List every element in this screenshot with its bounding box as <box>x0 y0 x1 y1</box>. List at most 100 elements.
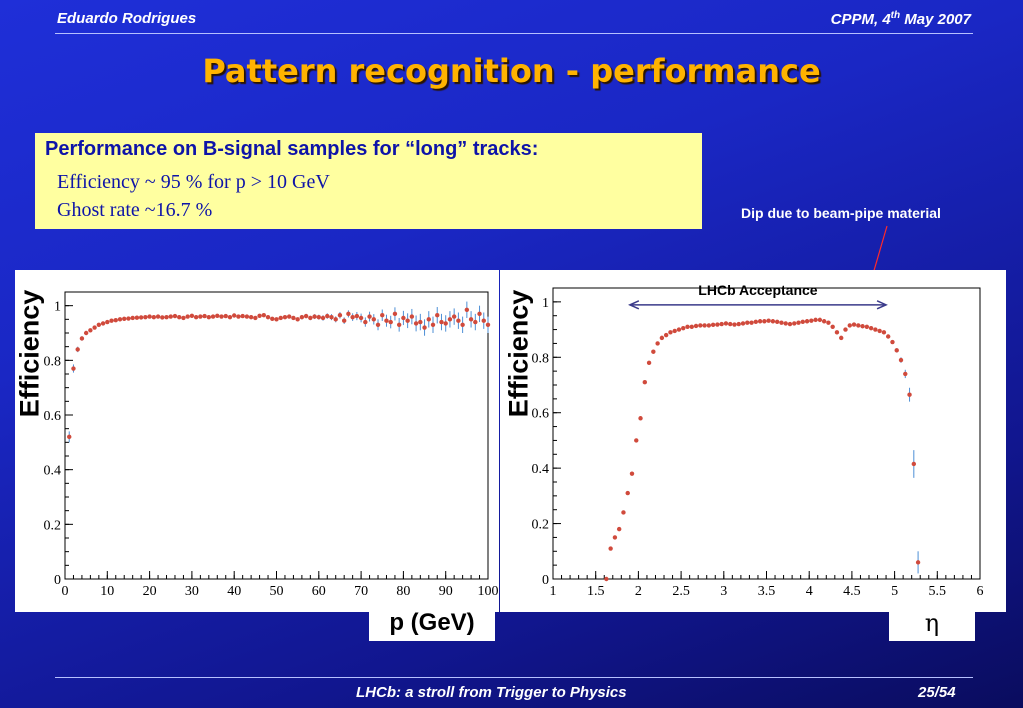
data-point <box>706 323 712 328</box>
data-point <box>227 314 233 320</box>
x-tick-label: 80 <box>396 584 410 599</box>
data-point <box>100 321 106 326</box>
data-point <box>477 311 482 317</box>
data-point <box>740 321 746 326</box>
data-point <box>719 321 724 327</box>
venue-superscript: th <box>890 10 901 21</box>
data-point <box>877 328 882 334</box>
data-point <box>261 313 267 318</box>
data-point <box>155 314 161 319</box>
data-point <box>371 317 376 322</box>
dip-annotation: Dip due to beam-pipe material <box>741 205 941 221</box>
data-point <box>668 330 673 335</box>
data-point <box>401 315 406 321</box>
momentum-chart-panel: 0 0.2 0.4 0.6 0.8 1 0 10 20 30 40 50 60 70 80 90 100 <box>15 270 499 612</box>
data-point <box>762 319 767 324</box>
data-point <box>396 322 402 327</box>
data-point <box>215 313 220 318</box>
data-point <box>109 318 114 323</box>
data-point <box>616 526 622 532</box>
data-point <box>143 314 148 320</box>
data-point <box>147 314 152 319</box>
data-point <box>71 366 76 371</box>
data-point <box>439 319 444 325</box>
data-point <box>422 325 427 330</box>
data-point <box>130 315 135 321</box>
venue-suffix: May 2007 <box>900 11 971 28</box>
data-point <box>430 322 436 327</box>
eta-chart-ylabel: Efficiency <box>503 289 534 418</box>
data-point <box>206 314 212 320</box>
data-point <box>126 316 131 321</box>
data-point <box>286 314 292 319</box>
data-point <box>702 323 707 328</box>
acceptance-label: LHCb Acceptance <box>698 282 818 298</box>
data-point <box>621 510 626 515</box>
data-point <box>270 316 275 321</box>
data-point <box>88 328 93 333</box>
data-point <box>868 325 874 331</box>
data-point <box>299 314 305 320</box>
data-point <box>138 315 144 320</box>
acceptance-arrowhead-right <box>876 300 888 310</box>
data-point <box>745 320 750 325</box>
data-point <box>253 315 258 321</box>
data-point <box>325 313 330 319</box>
data-point <box>320 315 326 321</box>
data-point <box>75 347 80 352</box>
data-point <box>873 327 878 332</box>
data-point <box>843 327 848 332</box>
data-point <box>350 314 355 320</box>
data-point <box>341 318 347 323</box>
data-point <box>329 314 334 320</box>
x-tick-label: 2 <box>635 584 642 599</box>
data-point <box>392 311 398 317</box>
data-point <box>181 315 186 321</box>
x-tick-label: 2.5 <box>672 584 690 599</box>
x-tick-label: 5.5 <box>929 584 947 599</box>
data-point <box>257 313 262 318</box>
data-point <box>164 314 169 320</box>
x-tick-label: 3 <box>720 584 727 599</box>
page-number: 25/54 <box>918 684 956 701</box>
data-point <box>885 334 891 339</box>
data-point <box>796 320 801 325</box>
data-point <box>676 327 682 332</box>
data-point <box>443 321 448 326</box>
data-point <box>358 315 364 321</box>
y-tick-label: 0.4 <box>532 462 550 477</box>
acceptance-arrowhead-left <box>628 300 640 310</box>
summary-heading: Performance on B-signal samples for “lon… <box>45 138 539 160</box>
data-point <box>223 313 228 319</box>
data-point <box>337 313 343 318</box>
x-tick-label: 4.5 <box>843 584 861 599</box>
eta-efficiency-chart: 0 0.2 0.4 0.6 0.8 1 1 1.5 2 2.5 3 3.5 4 4.5 5 5.5 6 LHCb … <box>532 282 984 599</box>
data-point <box>418 319 423 325</box>
data-point <box>813 317 818 323</box>
data-point <box>860 324 865 329</box>
data-point <box>354 313 360 319</box>
x-tick-label: 3.5 <box>758 584 776 599</box>
x-tick-label: 0 <box>62 584 69 599</box>
data-point <box>117 317 123 322</box>
y-tick-label: 0.6 <box>532 407 550 422</box>
data-point <box>113 317 118 323</box>
data-point <box>83 330 89 336</box>
data-point <box>830 324 835 329</box>
data-point <box>384 318 389 323</box>
data-point <box>792 321 797 326</box>
y-tick-label: 1 <box>542 296 549 311</box>
data-point <box>435 313 440 318</box>
data-point <box>834 330 840 335</box>
data-point <box>219 314 224 319</box>
x-tick-label: 40 <box>227 584 241 599</box>
data-point <box>308 315 313 321</box>
data-point <box>604 576 609 582</box>
y-tick-label: 0.2 <box>44 518 62 533</box>
data-point <box>770 319 776 324</box>
data-point <box>468 317 474 322</box>
data-point <box>481 318 486 323</box>
x-tick-label: 1.5 <box>587 584 605 599</box>
data-point <box>774 319 780 325</box>
x-tick-label: 50 <box>270 584 284 599</box>
